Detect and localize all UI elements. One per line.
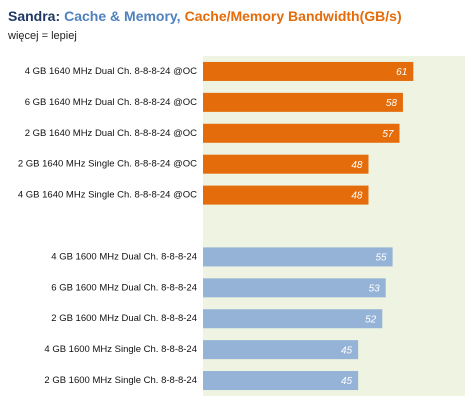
- value-label: 48: [351, 160, 363, 171]
- y-tick-label: 4 GB 1600 MHz Dual Ch. 8-8-8-24: [51, 251, 197, 262]
- value-label: 57: [382, 129, 394, 140]
- title-part: Cache/Memory Bandwidth(GB/s): [185, 8, 402, 24]
- plot-area: [203, 56, 465, 396]
- y-tick-label: 2 GB 1640 MHz Single Ch. 8-8-8-24 @OC: [18, 159, 197, 170]
- y-tick-label: 2 GB 1640 MHz Dual Ch. 8-8-8-24 @OC: [25, 128, 197, 139]
- value-label: 55: [375, 253, 387, 264]
- y-tick-label: 4 GB 1640 MHz Single Ch. 8-8-8-24 @OC: [18, 190, 197, 201]
- value-label: 45: [341, 376, 353, 387]
- y-tick-label: 2 GB 1600 MHz Single Ch. 8-8-8-24: [44, 375, 197, 386]
- chart-subtitle: więcej = lepiej: [7, 30, 77, 42]
- value-label: 53: [369, 283, 381, 294]
- value-label: 48: [351, 191, 363, 202]
- bar: [203, 61, 414, 81]
- title-part: Cache & Memory,: [64, 8, 180, 24]
- y-tick-label: 2 GB 1600 MHz Dual Ch. 8-8-8-24: [51, 313, 197, 324]
- bar: [203, 278, 386, 298]
- bar: [203, 340, 359, 360]
- y-tick-label: 4 GB 1600 MHz Single Ch. 8-8-8-24: [44, 344, 197, 355]
- value-label: 52: [365, 314, 377, 325]
- value-label: 61: [396, 67, 407, 78]
- y-tick-label: 6 GB 1640 MHz Dual Ch. 8-8-8-24 @OC: [25, 97, 197, 108]
- title-part: Sandra:: [8, 8, 60, 24]
- bar: [203, 309, 383, 329]
- y-tick-label: 6 GB 1600 MHz Dual Ch. 8-8-8-24: [51, 282, 197, 293]
- value-label: 45: [341, 345, 353, 356]
- bar: [203, 123, 400, 143]
- bar: [203, 185, 369, 205]
- chart-title: Sandra: Cache & Memory, Cache/Memory Bandw…: [8, 8, 402, 24]
- y-tick-label: 4 GB 1640 MHz Dual Ch. 8-8-8-24 @OC: [25, 66, 197, 77]
- value-label: 58: [386, 98, 398, 109]
- bar: [203, 247, 393, 267]
- bar: [203, 92, 403, 112]
- bar: [203, 371, 359, 391]
- bar: [203, 154, 369, 174]
